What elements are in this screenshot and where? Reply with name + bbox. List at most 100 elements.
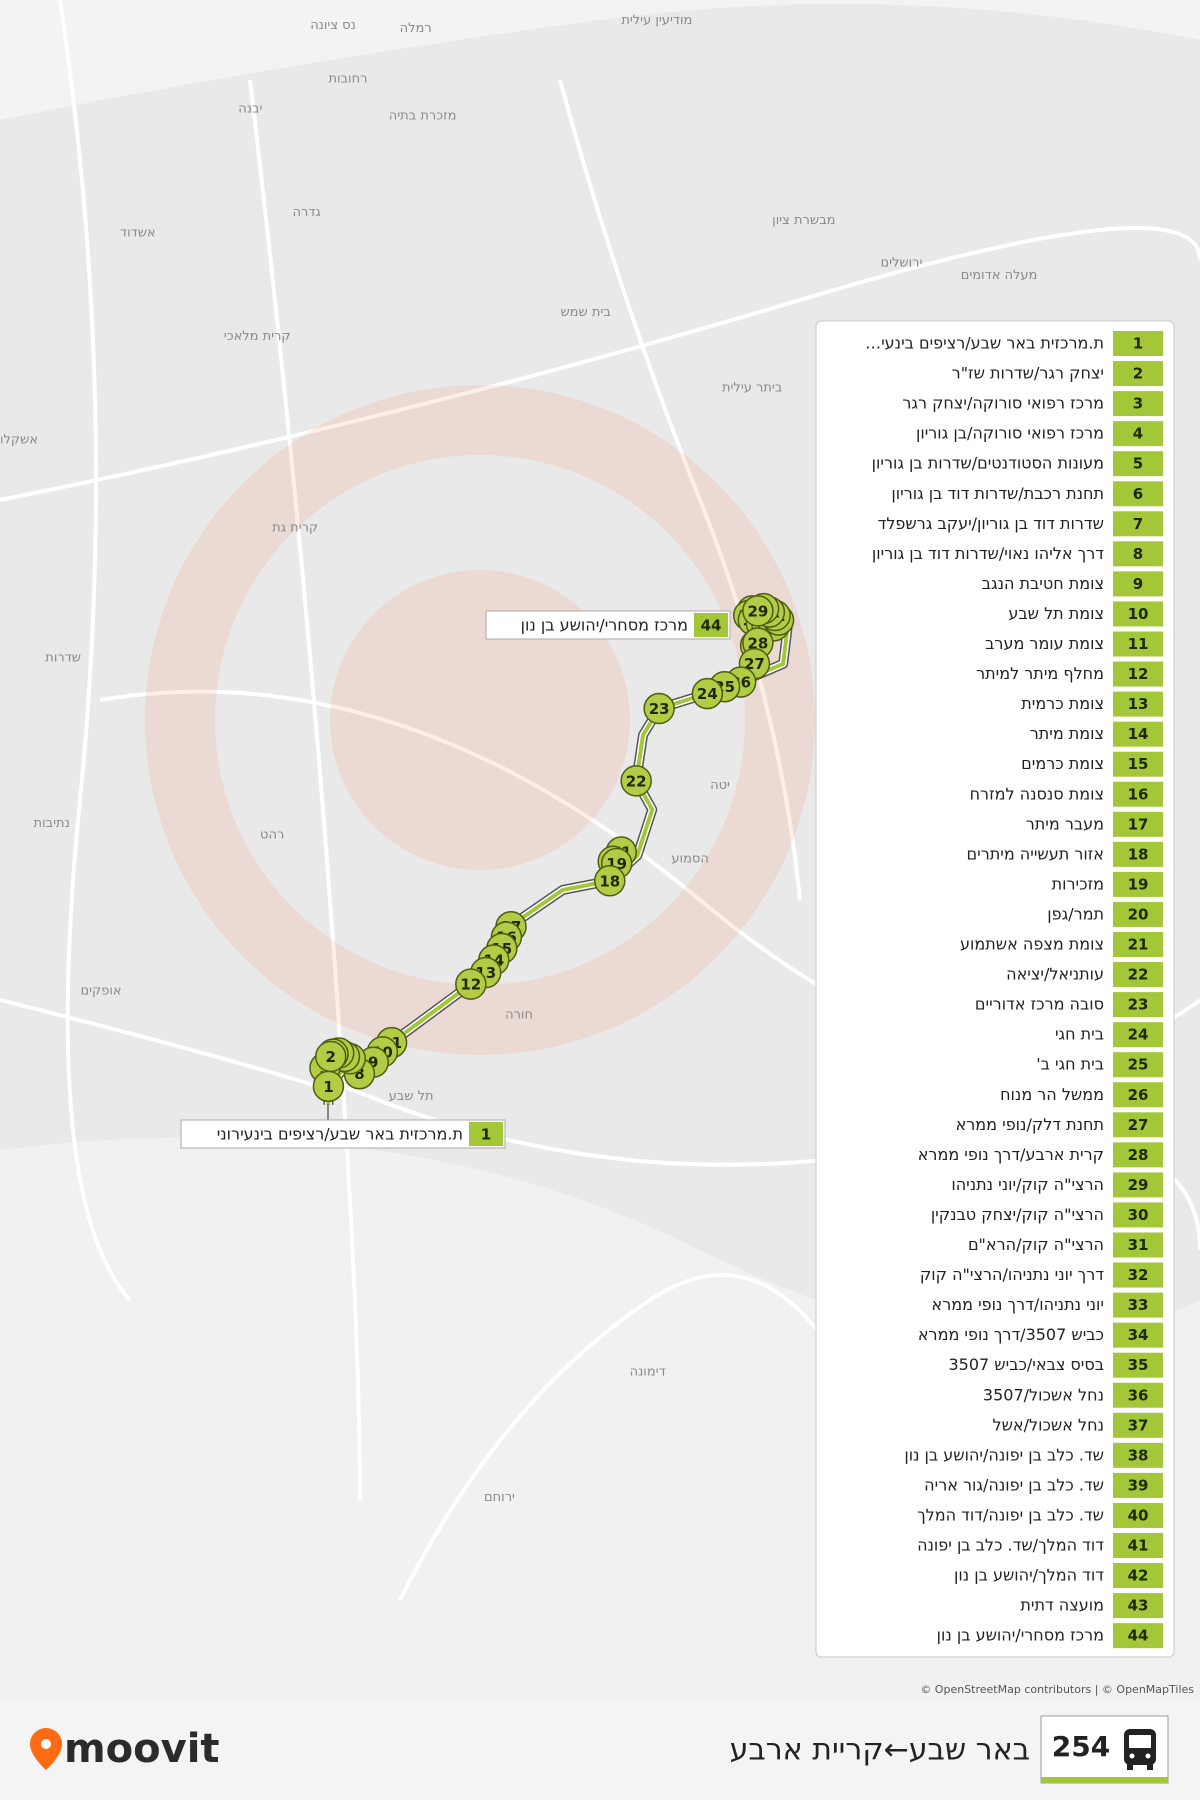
stop-name: שד. כלב בן יפונה/יהושע בן נון	[904, 1445, 1104, 1464]
stop-name: קרית ארבע/דרך נופי ממרא	[918, 1145, 1104, 1164]
stop-number: 20	[1128, 905, 1149, 923]
place-label: דימונה	[630, 1365, 666, 1380]
route-badge: 254	[1040, 1715, 1169, 1784]
stop-name: תחנת דלק/נופי ממרא	[956, 1115, 1104, 1134]
stop-number: 37	[1128, 1416, 1149, 1434]
watermark	[145, 385, 815, 1055]
stop-number: 16	[1128, 785, 1149, 803]
stop-badge	[1113, 811, 1163, 837]
route-title: באר שבע←קריית ארבע	[730, 1733, 1030, 1768]
stop-number: 15	[1128, 755, 1149, 773]
stop-number: 9	[1133, 575, 1143, 593]
stop-badge	[1113, 331, 1163, 356]
stop-marker-number: 1	[323, 1078, 333, 1096]
stop-number: 41	[1128, 1537, 1149, 1555]
stop-badge	[1113, 1412, 1163, 1438]
stop-badge	[1113, 1232, 1163, 1258]
stop-number: 42	[1128, 1567, 1149, 1585]
stop-number: 43	[1128, 1597, 1149, 1615]
stop-badge	[1113, 481, 1163, 507]
stop-number: 4	[1133, 425, 1143, 443]
stop-name: צומת מצפה אשתמוע	[960, 935, 1104, 954]
stop-name: יוני נתניהו/דרך נופי ממרא	[932, 1295, 1104, 1314]
place-label: בית שמש	[560, 305, 610, 320]
stop-number: 38	[1128, 1446, 1149, 1464]
stop-name: ממשל הר מנוח	[1000, 1085, 1104, 1104]
stop-name: צומת כרמית	[1021, 694, 1104, 713]
stop-number: 39	[1128, 1476, 1149, 1494]
stop-marker: 29	[742, 595, 774, 627]
stop-badge	[1113, 1442, 1163, 1468]
stop-name: כביש 3507/דרך נופי ממרא	[918, 1325, 1104, 1344]
stop-marker-number: 28	[747, 635, 768, 653]
stop-marker-number: 9	[368, 1054, 378, 1072]
stop-badge	[1113, 661, 1163, 687]
stop-name: הרצי"ה קוק/יצחק טבנקין	[931, 1205, 1104, 1224]
stop-badge	[1113, 1593, 1163, 1619]
stop-badge	[1113, 691, 1163, 717]
stop-number: 3	[1133, 395, 1143, 413]
stop-marker-number: 24	[697, 685, 718, 703]
place-label: ירושלים	[880, 255, 922, 270]
stop-badge	[1113, 541, 1163, 567]
stop-number: 27	[1128, 1116, 1149, 1134]
stop-number: 25	[1128, 1056, 1149, 1074]
bottom-bar	[0, 1700, 1200, 1800]
stop-name: צומת חטיבת הנגב	[982, 574, 1104, 593]
stop-badge	[1113, 992, 1163, 1018]
stop-name: צומת מיתר	[1030, 724, 1104, 743]
stop-name: צומת תל שבע	[1008, 604, 1104, 623]
stop-badge	[1113, 1022, 1163, 1048]
place-label: יבנה	[238, 102, 262, 117]
stop-name: שד. כלב בן יפונה/גור אריה	[924, 1475, 1104, 1494]
stop-name: נחל אשכול/3507	[983, 1385, 1104, 1404]
stop-name: דוד המלך/שד. כלב בן יפונה	[917, 1536, 1104, 1555]
stop-name: אזור תעשייה מיתרים	[967, 844, 1104, 863]
stop-name: סובה מרכז אדוריים	[975, 995, 1104, 1014]
stop-number: 28	[1128, 1146, 1149, 1164]
stop-marker: 2	[314, 1040, 347, 1073]
stop-badge	[1113, 1052, 1163, 1078]
place-label: אופקים	[80, 984, 121, 999]
stop-name: צומת סנסנה למזרח	[970, 784, 1104, 803]
place-label: מעלה אדומים	[961, 268, 1038, 283]
stop-marker-circle	[312, 1070, 345, 1103]
place-label: גדרה	[292, 205, 320, 220]
stop-number: 21	[1128, 936, 1149, 954]
stop-badge	[1113, 631, 1163, 657]
stop-name: צומת עומר מערב	[985, 634, 1104, 653]
stop-marker-number: 2	[325, 1048, 335, 1066]
callout-badge	[694, 613, 728, 637]
stop-marker-circle	[643, 692, 675, 725]
stop-number: 13	[1128, 695, 1149, 713]
stop-number: 1	[1133, 335, 1143, 353]
stop-marker-number: 23	[649, 700, 670, 718]
callout-box	[485, 610, 731, 640]
stop-number: 8	[1133, 545, 1143, 563]
stop-number: 2	[1133, 365, 1143, 383]
place-label: קרית גת	[272, 521, 318, 536]
stop-name: מעבר מיתר	[1026, 814, 1104, 833]
stop-marker: 22	[620, 765, 652, 797]
route-underline	[1041, 1777, 1168, 1783]
callout-badge	[469, 1122, 503, 1146]
place-label: רמלה	[400, 21, 432, 36]
stop-marker-number: 8	[354, 1065, 364, 1083]
stop-name: בסיס צבאי/כביש 3507	[948, 1355, 1104, 1374]
stop-number: 23	[1128, 996, 1149, 1014]
stop-marker-circle	[455, 968, 487, 1000]
callout-box	[180, 1119, 506, 1149]
stop-badge	[1113, 1502, 1163, 1528]
stop-badge	[1113, 1292, 1163, 1318]
stop-name: דוד המלך/יהושע בן נון	[954, 1566, 1104, 1585]
place-label: נתיבות	[34, 816, 70, 831]
place-label: נס ציונה	[310, 18, 356, 33]
place-label: שדרות	[45, 650, 81, 665]
stop-number: 32	[1128, 1266, 1149, 1284]
stop-badge	[1113, 1352, 1163, 1378]
callout-label: ת.מרכזית באר שבע/רציפים בינעירוני	[217, 1125, 463, 1144]
stop-number: 40	[1128, 1506, 1149, 1524]
place-label: מודיעין עילית	[621, 13, 692, 28]
stop-number: 30	[1128, 1206, 1149, 1224]
